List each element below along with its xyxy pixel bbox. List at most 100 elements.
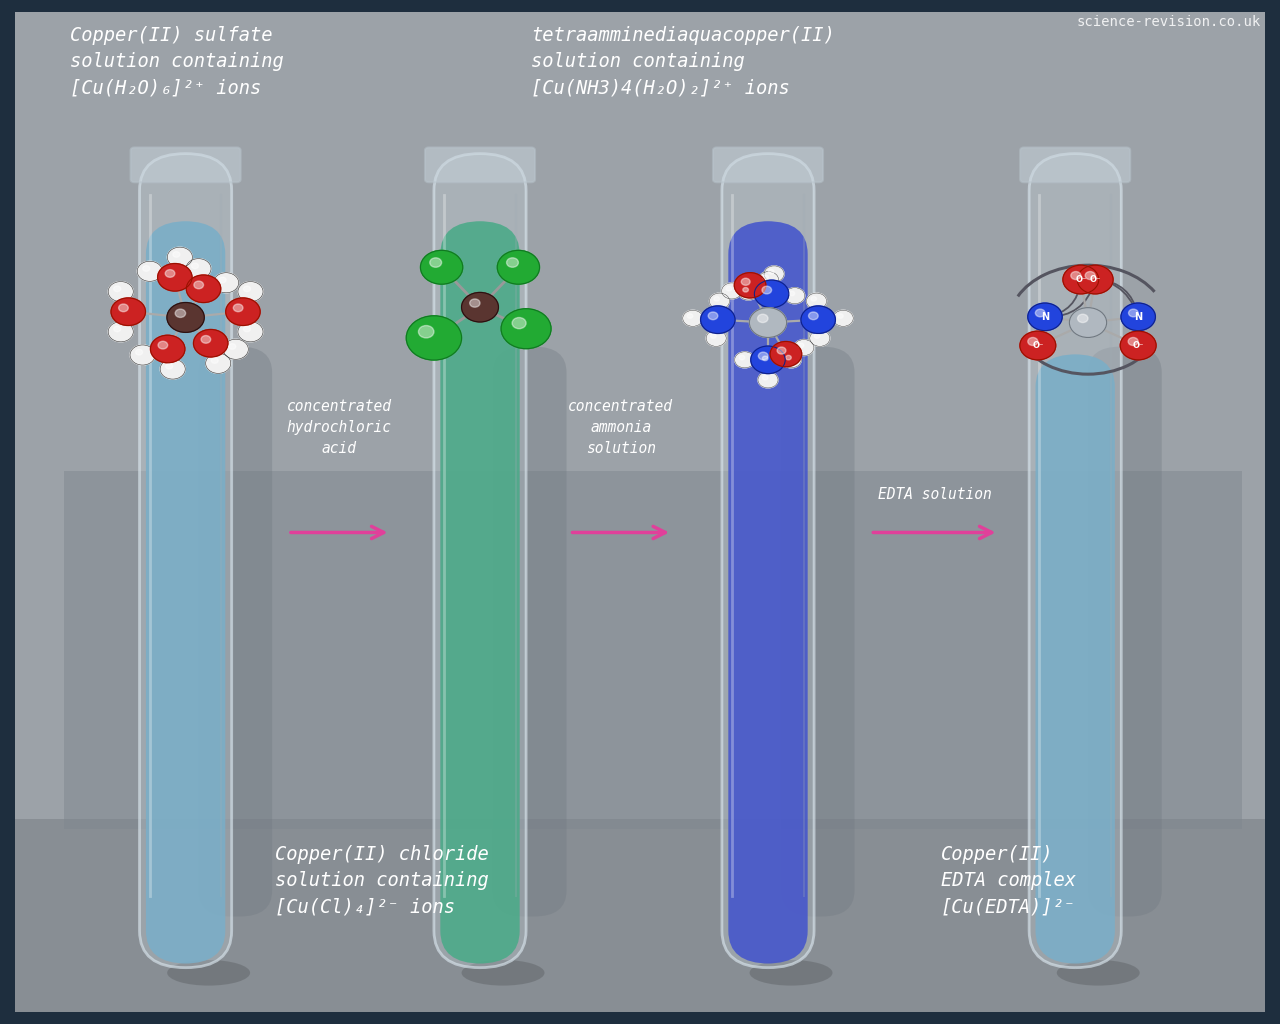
Bar xyxy=(0,1017,1280,1022)
Bar xyxy=(0,1014,1280,1019)
Circle shape xyxy=(786,355,791,359)
Bar xyxy=(0,1018,1280,1023)
Circle shape xyxy=(165,364,173,369)
Bar xyxy=(0,1015,1280,1020)
Bar xyxy=(0,1019,1280,1024)
Circle shape xyxy=(143,265,150,271)
Circle shape xyxy=(151,335,184,362)
Bar xyxy=(0,1018,1280,1023)
Circle shape xyxy=(137,261,163,282)
Circle shape xyxy=(722,283,741,299)
Bar xyxy=(0,1018,1280,1023)
Bar xyxy=(0,1017,1280,1022)
Bar xyxy=(0,1014,1280,1019)
Bar xyxy=(0,1015,1280,1020)
Circle shape xyxy=(754,281,788,307)
Bar xyxy=(0,1017,1280,1022)
Circle shape xyxy=(1071,271,1080,280)
Bar xyxy=(0,1014,1280,1019)
Bar xyxy=(0,1015,1280,1020)
Circle shape xyxy=(1078,265,1114,294)
Bar xyxy=(0,1018,1280,1023)
Bar xyxy=(0,1017,1280,1022)
Bar xyxy=(0,1016,1280,1021)
Bar xyxy=(0,1017,1280,1022)
Circle shape xyxy=(243,286,251,292)
Circle shape xyxy=(131,345,155,365)
FancyBboxPatch shape xyxy=(713,147,823,182)
FancyBboxPatch shape xyxy=(1088,347,1162,916)
Bar xyxy=(0,1014,1280,1019)
Circle shape xyxy=(1062,265,1098,294)
Bar xyxy=(0,1017,1280,1022)
Circle shape xyxy=(175,309,186,317)
Bar xyxy=(0,1016,1280,1021)
Bar xyxy=(0,1018,1280,1023)
Circle shape xyxy=(206,353,230,374)
Bar xyxy=(0,1018,1280,1023)
Circle shape xyxy=(238,282,262,302)
Circle shape xyxy=(470,299,480,307)
Bar xyxy=(0,1016,1280,1021)
Circle shape xyxy=(1036,309,1044,316)
Text: O⁻: O⁻ xyxy=(1032,341,1043,350)
Circle shape xyxy=(739,284,759,300)
FancyBboxPatch shape xyxy=(728,221,808,964)
Bar xyxy=(0,1019,1280,1024)
Bar xyxy=(0,1015,1280,1020)
Bar xyxy=(0,1017,1280,1022)
Bar xyxy=(0,1015,1280,1020)
Bar xyxy=(0,1016,1280,1021)
Bar xyxy=(0,1019,1280,1024)
Bar xyxy=(0,1018,1280,1023)
Circle shape xyxy=(214,272,238,293)
Circle shape xyxy=(160,359,186,379)
Bar xyxy=(0,1016,1280,1021)
Bar xyxy=(0,1017,1280,1022)
FancyBboxPatch shape xyxy=(493,347,567,916)
Circle shape xyxy=(763,356,768,360)
Bar xyxy=(0,1015,1280,1020)
Bar xyxy=(0,1017,1280,1022)
Bar xyxy=(0,1019,1280,1024)
Bar xyxy=(0,1015,1280,1020)
Circle shape xyxy=(814,334,819,338)
Bar xyxy=(0,1019,1280,1024)
Circle shape xyxy=(710,334,717,338)
Circle shape xyxy=(833,310,854,327)
Bar xyxy=(0,1015,1280,1020)
Bar xyxy=(0,1018,1280,1022)
Bar xyxy=(0,1015,1280,1020)
Bar xyxy=(0,1014,1280,1019)
Bar xyxy=(0,1014,1280,1019)
Bar xyxy=(0,1017,1280,1022)
Bar xyxy=(0,1018,1280,1023)
Bar xyxy=(0,1016,1280,1021)
Bar xyxy=(0,1018,1280,1023)
Circle shape xyxy=(166,302,205,333)
Circle shape xyxy=(157,263,192,291)
Circle shape xyxy=(708,312,718,319)
Bar xyxy=(0,1016,1280,1021)
Bar xyxy=(0,1016,1280,1021)
Bar xyxy=(0,1018,1280,1023)
Bar xyxy=(0,1016,1280,1021)
Text: Copper(II)
EDTA complex
[Cu(EDTA)]²⁻: Copper(II) EDTA complex [Cu(EDTA)]²⁻ xyxy=(941,845,1075,916)
Bar xyxy=(0,1014,1280,1019)
Bar xyxy=(0,1014,1280,1019)
Bar xyxy=(0,1016,1280,1021)
Circle shape xyxy=(809,312,818,319)
Text: Copper(II) chloride
solution containing
[Cu(Cl)₄]²⁻ ions: Copper(II) chloride solution containing … xyxy=(275,845,489,916)
Bar xyxy=(0,1014,1280,1019)
Circle shape xyxy=(500,309,550,348)
Circle shape xyxy=(193,281,204,289)
FancyBboxPatch shape xyxy=(1020,147,1130,182)
Bar xyxy=(0,1014,1280,1019)
Bar xyxy=(0,1015,1280,1020)
Bar xyxy=(0,1017,1280,1022)
Bar xyxy=(0,1018,1280,1023)
Bar xyxy=(0,1016,1280,1021)
Circle shape xyxy=(1128,338,1138,345)
Circle shape xyxy=(193,330,228,357)
Circle shape xyxy=(1129,309,1138,316)
